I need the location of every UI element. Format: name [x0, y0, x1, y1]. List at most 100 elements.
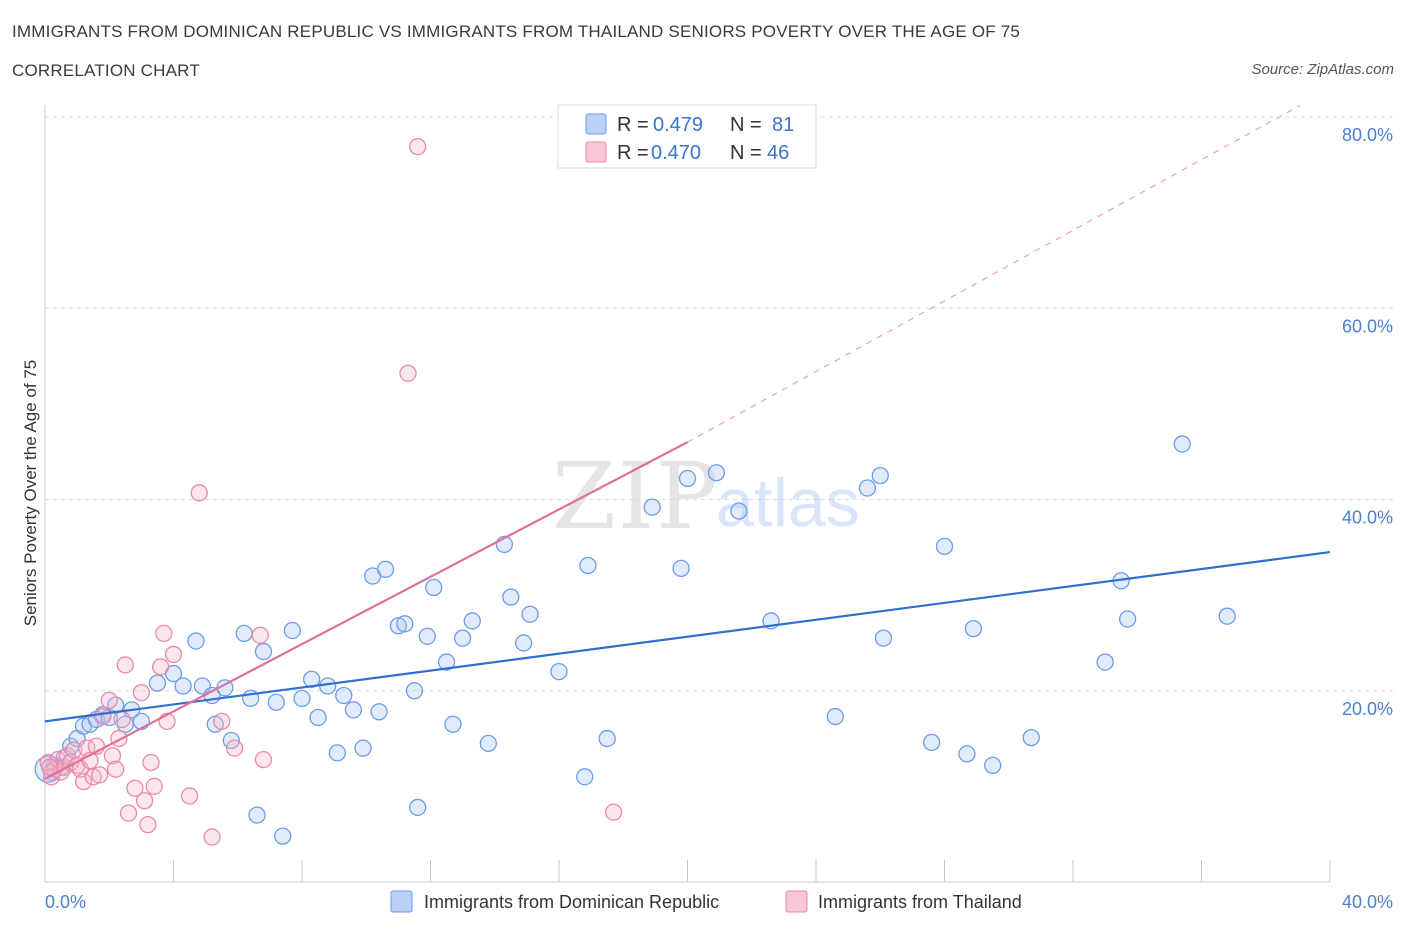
point-dominican: [370, 703, 388, 721]
point-thailand: [135, 792, 154, 810]
y-tick-labels: 20.0% 40.0% 60.0% 80.0%: [1342, 125, 1393, 719]
point-thailand: [203, 828, 221, 846]
chart-subtitle: CORRELATION CHART: [12, 61, 200, 80]
x-tick-label: 40.0%: [1342, 892, 1393, 912]
point-thailand: [164, 645, 183, 664]
point-dominican: [858, 479, 877, 497]
point-dominican: [1173, 435, 1191, 453]
point-dominican: [174, 677, 192, 695]
point-dominican: [958, 745, 976, 763]
point-thailand: [132, 684, 151, 702]
point-thailand: [103, 747, 122, 765]
point-dominican: [521, 605, 539, 623]
point-thailand: [139, 815, 157, 834]
point-thailand: [213, 712, 231, 730]
point-dominican: [437, 653, 456, 671]
trend-line-thailand: [44, 441, 689, 780]
x-tick-label: 0.0%: [45, 892, 86, 912]
bottom-legend-label-thailand: Immigrants from Thailand: [818, 892, 1022, 912]
legend-r-value-dominican: 0.479: [653, 114, 703, 136]
point-dominican: [598, 729, 616, 748]
point-dominican: [874, 629, 893, 647]
bottom-legend-swatch-dominican: [390, 890, 413, 913]
top-legend: R = 0.479 N = 81 R = 0.470 N = 46: [557, 104, 817, 169]
chart-title: IMMIGRANTS FROM DOMINICAN REPUBLIC VS IM…: [12, 22, 1021, 41]
legend-n-label-dominican: N =: [730, 114, 762, 136]
axes: [44, 105, 1331, 883]
point-dominican: [643, 498, 661, 516]
legend-r-label-thailand: R =: [617, 142, 649, 164]
point-dominican: [248, 806, 266, 824]
point-dominican: [132, 712, 151, 730]
point-thailand: [155, 624, 173, 643]
point-dominican: [672, 559, 690, 577]
y-tick-label: 40.0%: [1342, 508, 1393, 528]
point-dominican: [293, 689, 311, 708]
point-thailand: [100, 691, 118, 709]
watermark: ZIP atlas: [552, 443, 860, 550]
legend-n-value-thailand: 46: [767, 142, 789, 164]
point-dominican: [826, 707, 844, 726]
point-dominican: [319, 677, 337, 695]
point-dominican: [502, 588, 520, 606]
point-thailand: [254, 750, 273, 769]
trend-lines: [44, 104, 1331, 780]
point-thailand: [604, 803, 623, 821]
point-dominican: [479, 734, 497, 752]
point-dominican: [984, 756, 1002, 774]
point-dominican: [550, 662, 568, 681]
point-dominican: [1096, 653, 1114, 671]
point-thailand: [74, 772, 93, 791]
series-dominican-points: [34, 435, 1236, 845]
point-thailand: [116, 656, 134, 674]
point-dominican: [376, 560, 395, 578]
point-thailand: [145, 777, 163, 796]
point-thailand: [151, 658, 170, 676]
point-dominican: [396, 615, 414, 633]
point-dominican: [871, 466, 889, 485]
point-dominican: [389, 617, 408, 635]
point-dominican: [344, 701, 363, 719]
point-thailand: [119, 804, 138, 822]
point-dominican: [335, 686, 353, 705]
x-tick-labels: 0.0% 40.0%: [45, 892, 1393, 912]
bottom-legend-swatch-thailand: [785, 890, 808, 913]
point-thailand: [84, 768, 102, 786]
point-dominican: [408, 798, 427, 817]
trend-line-dominican: [44, 551, 1331, 723]
point-dominican: [309, 708, 327, 727]
point-dominican: [328, 744, 346, 762]
point-dominican: [707, 464, 726, 482]
watermark-zip: ZIP: [552, 443, 720, 550]
y-axis-label: Seniors Poverty Over the Age of 75: [21, 360, 40, 626]
point-dominican: [425, 578, 443, 597]
point-dominican: [187, 632, 205, 650]
legend-n-label-thailand: N =: [730, 142, 762, 164]
point-dominican: [453, 629, 472, 647]
point-thailand: [94, 707, 112, 726]
point-dominican: [935, 537, 954, 556]
legend-swatch-thailand: [585, 141, 607, 163]
series-thailand-points: [39, 137, 623, 846]
point-thailand: [225, 739, 244, 757]
y-tick-label: 20.0%: [1342, 699, 1393, 719]
point-thailand: [113, 710, 131, 729]
y-tick-label: 60.0%: [1342, 316, 1393, 336]
point-thailand: [251, 626, 269, 644]
point-dominican: [678, 469, 697, 488]
bottom-legend: Immigrants from Dominican Republic Immig…: [390, 890, 1022, 913]
point-thailand: [190, 484, 208, 502]
source-label: Source: ZipAtlas.com: [1251, 61, 1394, 78]
point-dominican: [235, 624, 253, 643]
point-dominican: [354, 739, 372, 757]
point-dominican: [923, 733, 941, 752]
point-dominican: [576, 768, 594, 786]
point-dominican: [1218, 607, 1236, 625]
point-dominican: [1022, 728, 1040, 747]
point-dominican: [444, 715, 462, 733]
grid-lines: [45, 116, 1395, 692]
legend-n-value-dominican: 81: [772, 114, 794, 136]
y-tick-label: 80.0%: [1342, 125, 1393, 145]
point-dominican: [964, 619, 983, 638]
point-dominican: [418, 627, 436, 645]
